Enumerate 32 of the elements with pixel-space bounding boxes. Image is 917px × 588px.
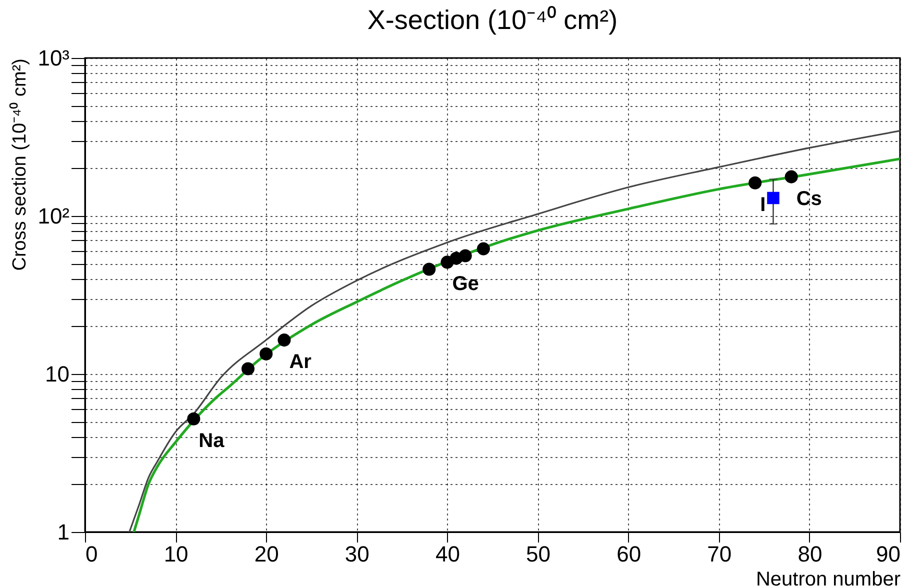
point (187, 412, 200, 426)
point (260, 347, 273, 360)
x-tick-label: 20 (254, 542, 279, 566)
point (784, 170, 798, 184)
y-tick-label: 10 (45, 362, 70, 386)
annotation: Ar (289, 351, 312, 374)
y-tick-label: 1 (57, 520, 70, 544)
x-axis-title: Neutron number (756, 568, 901, 588)
x-tick-label: 40 (435, 542, 460, 566)
point (458, 249, 472, 262)
point (422, 262, 436, 276)
annotation: Ge (452, 273, 479, 296)
x-tick-label: 50 (526, 542, 551, 566)
x-tick-label: 30 (344, 542, 370, 566)
point (767, 192, 780, 204)
point (476, 242, 490, 256)
point (748, 176, 762, 190)
y-tick-label: 10³ (38, 46, 70, 70)
x-tick-label: 60 (616, 542, 642, 566)
point (278, 334, 291, 347)
annotation: I (760, 194, 766, 216)
y-tick-label: 10² (38, 204, 70, 228)
x-tick-label: 70 (707, 542, 732, 566)
chart-title: X-section (10⁻⁴⁰ cm²) (367, 5, 618, 35)
x-tick-label: 0 (86, 542, 98, 566)
annotation: Na (198, 430, 226, 452)
x-tick-label: 80 (798, 542, 822, 566)
point (241, 362, 255, 376)
x-tick-label: 90 (876, 542, 900, 566)
annotation: Cs (796, 188, 822, 210)
x-tick-label: 10 (164, 542, 188, 566)
y-axis-title: Cross section (10⁻⁴⁰ cm²) (8, 58, 31, 271)
